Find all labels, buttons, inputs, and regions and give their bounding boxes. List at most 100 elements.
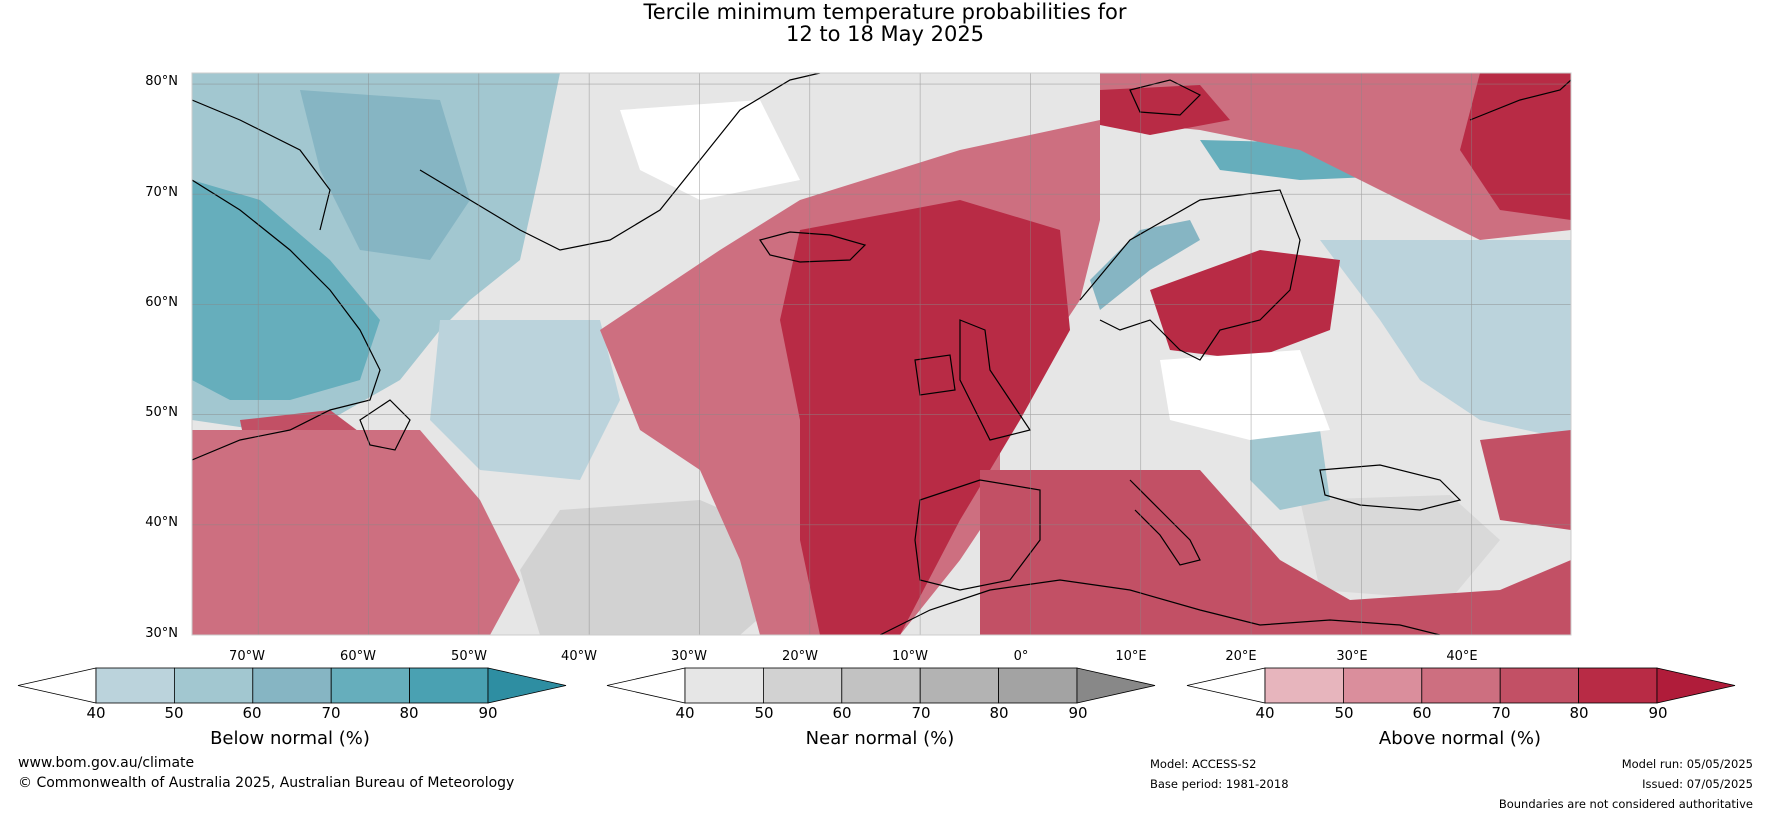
below-tick-80: 80 — [399, 704, 419, 722]
above-normal-region-ural — [1460, 73, 1571, 220]
coastline-black-sea — [1319, 464, 1462, 511]
lat-label-50n: 50°N — [145, 405, 178, 420]
below-normal-region-russia — [1320, 240, 1571, 440]
near-colorbar-swatch — [684, 667, 764, 704]
legend-title-above: Above normal (%) — [1378, 728, 1542, 749]
map-field — [192, 73, 1571, 635]
near-tick-40: 40 — [675, 704, 695, 722]
above-tick-70: 70 — [1491, 704, 1511, 722]
footer-base-period: Base period: 1981-2018 — [1150, 777, 1289, 791]
lon-label-40e: 40°E — [1446, 649, 1478, 664]
above-colorbar-swatch — [1343, 667, 1423, 704]
above-colorbar-extend-low — [1186, 667, 1266, 704]
legend-title-near: Near normal (%) — [805, 728, 955, 749]
coastline-labrador — [192, 179, 381, 461]
near-colorbar-swatch — [763, 667, 843, 704]
colorbar-below-normal — [17, 667, 567, 704]
above-colorbar-swatch — [1264, 667, 1344, 704]
below-colorbar-swatch — [330, 667, 411, 704]
lon-label-50w: 50°W — [451, 649, 487, 664]
lon-label-60w: 60°W — [340, 649, 376, 664]
below-colorbar-swatch — [252, 667, 332, 704]
map-frame — [191, 72, 1572, 636]
coastline-baffin — [192, 99, 331, 231]
lon-label-70w: 70°W — [229, 649, 265, 664]
lat-label-60n: 60°N — [145, 295, 178, 310]
coastline-greenland — [419, 73, 821, 251]
coastline-iberia — [914, 479, 1041, 591]
below-colorbar-swatch — [173, 667, 254, 704]
footer-model-run: Model run: 05/05/2025 — [1621, 757, 1753, 771]
colorbar-tick-labels: 40 50 60 70 80 90 40 50 60 70 80 90 40 5… — [0, 704, 1770, 722]
near-colorbar-extend-low — [606, 667, 686, 704]
above-colorbar-swatch — [1499, 667, 1579, 704]
coastline-italy — [1129, 479, 1201, 566]
lat-label-40n: 40°N — [145, 515, 178, 530]
legend-title-below: Below normal (%) — [210, 728, 370, 749]
near-colorbar-swatch — [998, 667, 1078, 704]
chart-title-line-2: 12 to 18 May 2025 — [785, 22, 985, 46]
near-colorbar-swatch — [841, 667, 921, 704]
lon-label-10w: 10°W — [892, 649, 928, 664]
lon-label-30e: 30°E — [1336, 649, 1368, 664]
above-colorbar-swatch — [1578, 667, 1658, 704]
above-tick-60: 60 — [1412, 704, 1432, 722]
below-colorbar-extend-low — [17, 667, 97, 704]
above-normal-region-caspian — [1480, 430, 1571, 530]
near-tick-50: 50 — [754, 704, 774, 722]
above-normal-region-mediterranean — [980, 470, 1571, 635]
above-normal-region-us-east — [192, 430, 520, 635]
coastline-africa — [879, 579, 1441, 635]
above-tick-50: 50 — [1334, 704, 1354, 722]
below-normal-region-balkans — [1250, 430, 1330, 510]
below-normal-region-greenland — [300, 90, 470, 260]
footer-issued: Issued: 07/05/2025 — [1642, 777, 1753, 791]
coastline-scandinavia — [1079, 189, 1301, 361]
coastline-iceland — [759, 231, 867, 263]
near-tick-70: 70 — [911, 704, 931, 722]
below-tick-40: 40 — [86, 704, 106, 722]
below-colorbar-extend-high — [487, 667, 567, 704]
above-tick-90: 90 — [1648, 704, 1668, 722]
colorbar-near-normal — [606, 667, 1156, 704]
footer-copyright: © Commonwealth of Australia 2025, Austra… — [18, 775, 515, 791]
graticule — [192, 73, 1571, 635]
above-colorbar-extend-high — [1656, 667, 1736, 704]
near-colorbar-swatch — [919, 667, 1000, 704]
below-tick-90: 90 — [478, 704, 498, 722]
lon-label-30w: 30°W — [671, 649, 707, 664]
lon-label-40w: 40°W — [561, 649, 597, 664]
near-normal-region-turkey — [1300, 495, 1500, 600]
lat-label-30n: 30°N — [145, 626, 178, 641]
coastline-britain — [959, 319, 1031, 441]
lat-label-80n: 80°N — [145, 74, 178, 89]
coastlines — [192, 73, 1571, 635]
lon-label-0: 0° — [1013, 649, 1029, 664]
lon-label-20e: 20°E — [1225, 649, 1257, 664]
above-normal-region-europe-core — [780, 200, 1070, 635]
below-normal-region-atlantic-west — [430, 320, 620, 480]
coastline-ireland — [914, 354, 956, 396]
near-tick-60: 60 — [832, 704, 852, 722]
near-normal-region-atlantic — [520, 500, 780, 635]
neutral-region-icelandic-sea — [620, 100, 800, 200]
above-tick-80: 80 — [1569, 704, 1589, 722]
above-tick-40: 40 — [1255, 704, 1275, 722]
above-colorbar-swatch — [1421, 667, 1501, 704]
below-tick-60: 60 — [242, 704, 262, 722]
lon-label-20w: 20°W — [782, 649, 818, 664]
footer-disclaimer: Boundaries are not considered authoritat… — [1498, 797, 1753, 811]
lon-label-10e: 10°E — [1115, 649, 1147, 664]
below-tick-50: 50 — [164, 704, 184, 722]
below-colorbar-swatch — [409, 667, 489, 704]
coastline-novaya-zemlya — [1469, 79, 1571, 121]
footer-website: www.bom.gov.au/climate — [18, 755, 195, 771]
neutral-region-eastern-europe — [1160, 350, 1330, 440]
near-tick-80: 80 — [989, 704, 1009, 722]
near-tick-90: 90 — [1068, 704, 1088, 722]
colorbar-above-normal — [1186, 667, 1736, 704]
footer-model: Model: ACCESS-S2 — [1150, 757, 1257, 771]
below-normal-region-norway-coast — [1090, 220, 1200, 310]
coastline-svalbard — [1129, 79, 1202, 116]
